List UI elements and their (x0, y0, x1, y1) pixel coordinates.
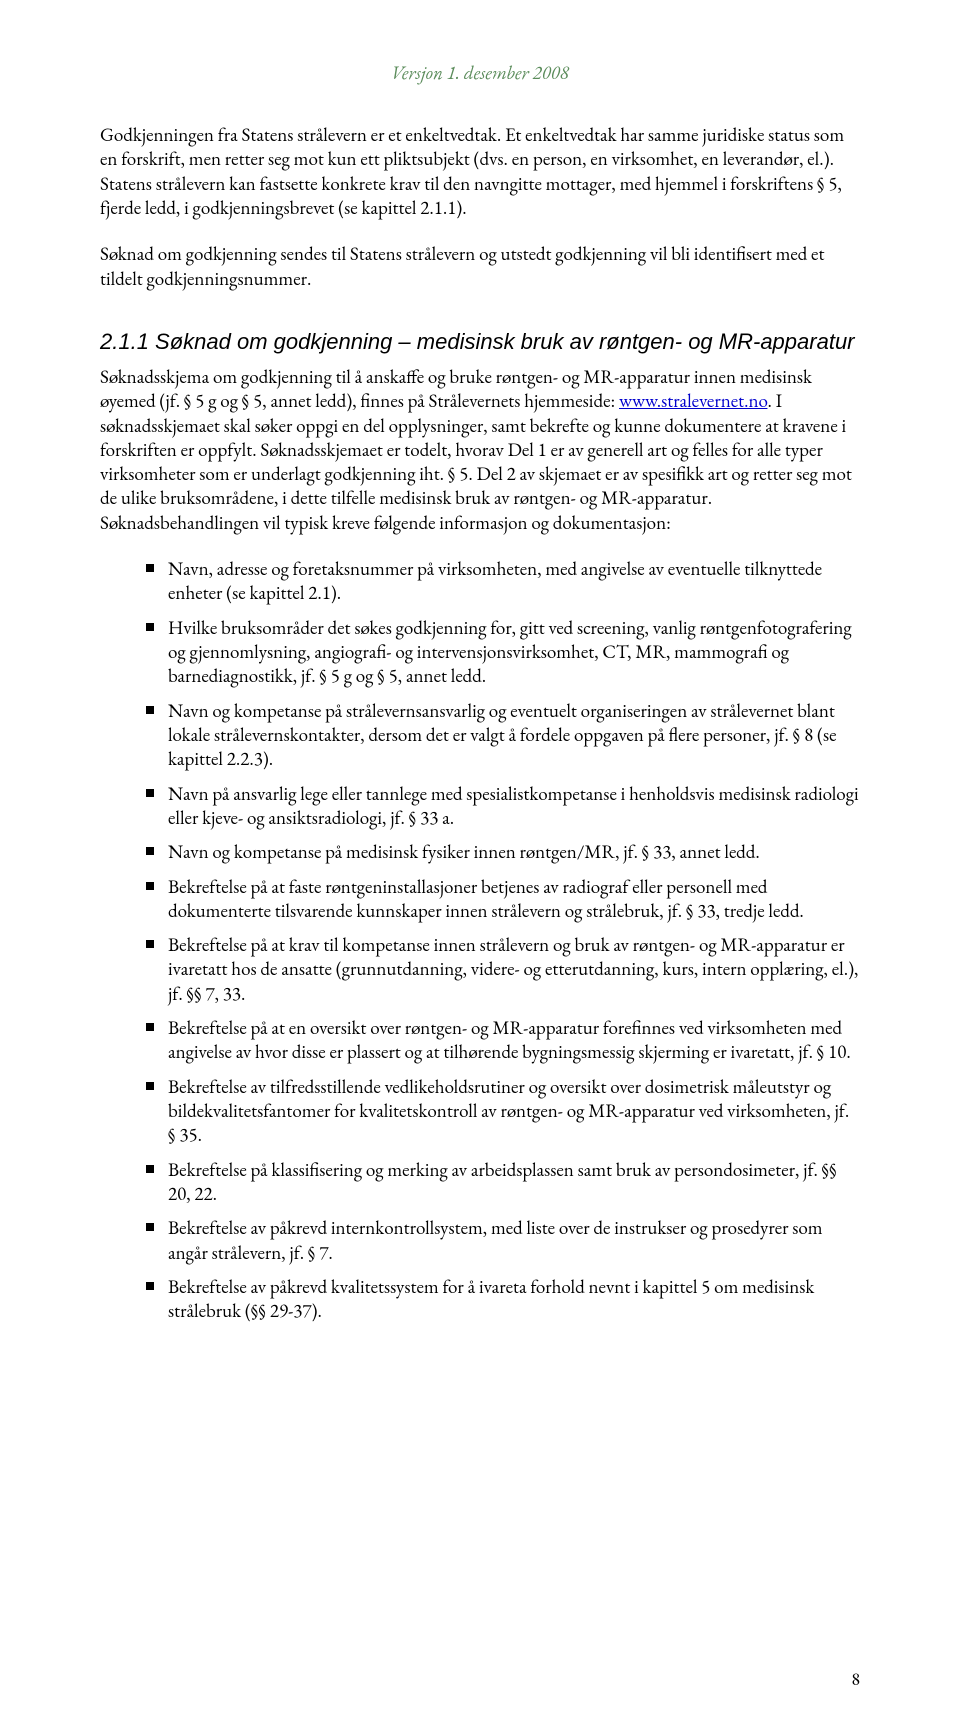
page-number: 8 (851, 1668, 860, 1691)
list-item: Bekreftelse på at en oversikt over røntg… (146, 1016, 860, 1065)
list-item: Bekreftelse på klassifisering og merking… (146, 1158, 860, 1207)
version-header: Versjon 1. desember 2008 (100, 60, 860, 85)
paragraph-1: Godkjenningen fra Statens strålevern er … (100, 123, 860, 220)
list-item: Bekreftelse på at faste røntgeninstallas… (146, 875, 860, 924)
list-item: Bekreftelse av påkrevd kvalitetssystem f… (146, 1275, 860, 1324)
list-item: Navn, adresse og foretaksnummer på virks… (146, 557, 860, 606)
paragraph-3: Søknadsskjema om godkjenning til å anska… (100, 365, 860, 535)
list-item: Navn på ansvarlig lege eller tannlege me… (146, 782, 860, 831)
list-item: Bekreftelse av påkrevd internkontrollsys… (146, 1216, 860, 1265)
list-item: Navn og kompetanse på strålevernsansvarl… (146, 699, 860, 772)
website-link[interactable]: www.stralevernet.no (619, 388, 767, 413)
paragraph-2: Søknad om godkjenning sendes til Statens… (100, 242, 860, 291)
list-item: Bekreftelse av tilfredsstillende vedlike… (146, 1075, 860, 1148)
bullet-list: Navn, adresse og foretaksnummer på virks… (100, 557, 860, 1323)
list-item: Navn og kompetanse på medisinsk fysiker … (146, 840, 860, 864)
page: Versjon 1. desember 2008 Godkjenningen f… (0, 0, 960, 1721)
list-item: Bekreftelse på at krav til kompetanse in… (146, 933, 860, 1006)
section-heading: 2.1.1 Søknad om godkjenning – medisinsk … (100, 329, 860, 355)
list-item: Hvilke bruksområder det søkes godkjennin… (146, 616, 860, 689)
